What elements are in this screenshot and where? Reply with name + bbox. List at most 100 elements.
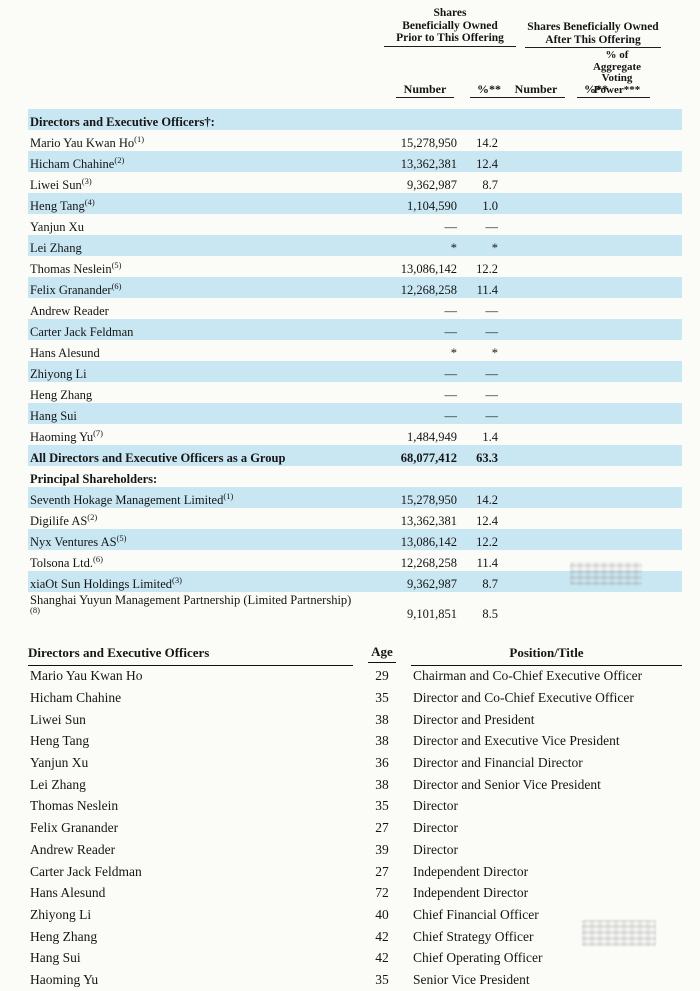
officer-name: Mario Yau Kwan Ho bbox=[30, 668, 143, 684]
officer-age: 38 bbox=[375, 711, 389, 727]
cell-prior-number: 1,104,590 bbox=[407, 199, 457, 213]
cell-after-pct bbox=[562, 256, 610, 277]
cell-voting-power bbox=[610, 445, 682, 466]
cell-after-number bbox=[502, 256, 562, 277]
cell-after-pct bbox=[562, 130, 610, 151]
entity-name: Yanjun Xu bbox=[30, 220, 84, 234]
ownership-row: Principal Shareholders: bbox=[28, 466, 682, 487]
cell-prior-pct: 12.4 bbox=[476, 157, 498, 171]
officer-name: Thomas Neslein bbox=[30, 798, 119, 814]
entity-name: xiaOt Sun Holdings Limited(3) bbox=[30, 574, 182, 591]
officer-title: Director and Senior Vice President bbox=[413, 776, 601, 792]
column-header-after-pct: %** bbox=[577, 81, 615, 98]
officer-name: Yanjun Xu bbox=[30, 755, 89, 771]
cell-after-number bbox=[502, 403, 562, 424]
cell-voting-power bbox=[610, 340, 682, 361]
officer-age: 72 bbox=[375, 885, 389, 901]
cell-after-pct bbox=[562, 277, 610, 298]
cell-prior-pct: 11.4 bbox=[476, 283, 498, 297]
cell-prior-pct: — bbox=[485, 367, 499, 381]
officer-age: 29 bbox=[375, 668, 389, 684]
cell-after-pct bbox=[562, 340, 610, 361]
officer-row: Felix Granander 27 Director bbox=[28, 817, 682, 839]
cell-after-number bbox=[502, 382, 562, 403]
cell-voting-power bbox=[610, 361, 682, 382]
cell-after-pct bbox=[562, 445, 610, 466]
cell-prior-number: — bbox=[444, 409, 458, 423]
entity-name: Hicham Chahine(2) bbox=[30, 154, 125, 171]
cell-after-pct bbox=[562, 193, 610, 214]
cell-prior-number: — bbox=[444, 220, 458, 234]
cell-after-pct bbox=[562, 592, 610, 622]
cell-prior-pct: * bbox=[491, 346, 498, 360]
entity-name: Nyx Ventures AS(5) bbox=[30, 532, 127, 549]
entity-name: Felix Granander(6) bbox=[30, 280, 122, 297]
watermark-blur bbox=[582, 920, 656, 946]
cell-prior-pct: — bbox=[485, 325, 499, 339]
cell-prior-number: 15,278,950 bbox=[400, 493, 457, 507]
ownership-row: Lei Zhang * * bbox=[28, 235, 682, 256]
cell-after-number bbox=[502, 508, 562, 529]
officer-name: Hans Alesund bbox=[30, 885, 106, 901]
cell-voting-power bbox=[610, 466, 682, 487]
cell-prior-number: — bbox=[444, 367, 458, 381]
ownership-row: Felix Granander(6) 12,268,258 11.4 bbox=[28, 277, 682, 298]
ownership-row: Carter Jack Feldman — — bbox=[28, 319, 682, 340]
cell-after-number bbox=[502, 445, 562, 466]
cell-prior-pct: — bbox=[485, 304, 499, 318]
column-header-age: Age bbox=[353, 644, 411, 665]
officer-row: Haoming Yu 35 Senior Vice President bbox=[28, 969, 682, 991]
cell-prior-pct: — bbox=[485, 388, 499, 402]
ownership-row: Hans Alesund * * bbox=[28, 340, 682, 361]
header-line: % of bbox=[605, 49, 629, 61]
ownership-section: Shares Beneficially Owned Prior to This … bbox=[28, 7, 682, 622]
cell-voting-power bbox=[610, 109, 682, 130]
officer-name: Heng Zhang bbox=[30, 928, 98, 944]
cell-after-number bbox=[502, 109, 562, 130]
officer-name: Lei Zhang bbox=[30, 776, 86, 792]
entity-name: Andrew Reader bbox=[30, 304, 109, 318]
cell-after-number bbox=[502, 466, 562, 487]
column-header-after-number: Number bbox=[507, 81, 565, 98]
officer-row: Heng Zhang 42 Chief Strategy Officer bbox=[28, 926, 682, 948]
cell-after-pct bbox=[562, 235, 610, 256]
officer-name: Zhiyong Li bbox=[30, 906, 92, 922]
cell-after-number bbox=[502, 235, 562, 256]
officer-title: Director and Executive Vice President bbox=[413, 733, 620, 749]
cell-prior-pct: 1.4 bbox=[482, 430, 498, 444]
cell-prior-number: 12,268,258 bbox=[400, 556, 457, 570]
cell-voting-power bbox=[610, 487, 682, 508]
cell-prior-number: 68,077,412 bbox=[400, 451, 457, 465]
cell-prior-number: 12,268,258 bbox=[400, 283, 457, 297]
cell-prior-pct: 12.4 bbox=[476, 514, 498, 528]
officer-age: 40 bbox=[375, 906, 389, 922]
officer-row: Thomas Neslein 35 Director bbox=[28, 796, 682, 818]
officer-name: Hicham Chahine bbox=[30, 690, 122, 706]
ownership-row: All Directors and Executive Officers as … bbox=[28, 445, 682, 466]
officer-row: Carter Jack Feldman 27 Independent Directo… bbox=[28, 861, 682, 883]
cell-after-number bbox=[502, 571, 562, 592]
cell-prior-number: * bbox=[450, 346, 457, 360]
column-header-position-title: Position/Title bbox=[411, 644, 682, 666]
officer-name: Liwei Sun bbox=[30, 711, 86, 727]
cell-after-pct bbox=[562, 298, 610, 319]
ownership-row: Nyx Ventures AS(5) 13,086,142 12.2 bbox=[28, 529, 682, 550]
ownership-row: Mario Yau Kwan Ho(1) 15,278,950 14.2 bbox=[28, 130, 682, 151]
cell-voting-power bbox=[610, 256, 682, 277]
officer-title: Director bbox=[413, 841, 458, 857]
cell-after-pct bbox=[562, 403, 610, 424]
officer-age: 38 bbox=[375, 733, 389, 749]
officer-age: 42 bbox=[375, 950, 389, 966]
cell-after-number bbox=[502, 487, 562, 508]
cell-prior-number: 9,362,987 bbox=[407, 178, 457, 192]
footnote-ref: (4) bbox=[84, 196, 95, 207]
cell-prior-pct: — bbox=[485, 220, 499, 234]
ownership-row: Seventh Hokage Management Limited(1) 15,2… bbox=[28, 487, 682, 508]
cell-after-number bbox=[502, 424, 562, 445]
cell-prior-number: 13,362,381 bbox=[400, 157, 457, 171]
cell-after-number bbox=[502, 361, 562, 382]
cell-prior-number: 13,086,142 bbox=[400, 535, 457, 549]
cell-prior-pct bbox=[460, 466, 502, 487]
officer-age: 42 bbox=[375, 928, 389, 944]
ownership-row: Heng Tang(4) 1,104,590 1.0 bbox=[28, 193, 682, 214]
